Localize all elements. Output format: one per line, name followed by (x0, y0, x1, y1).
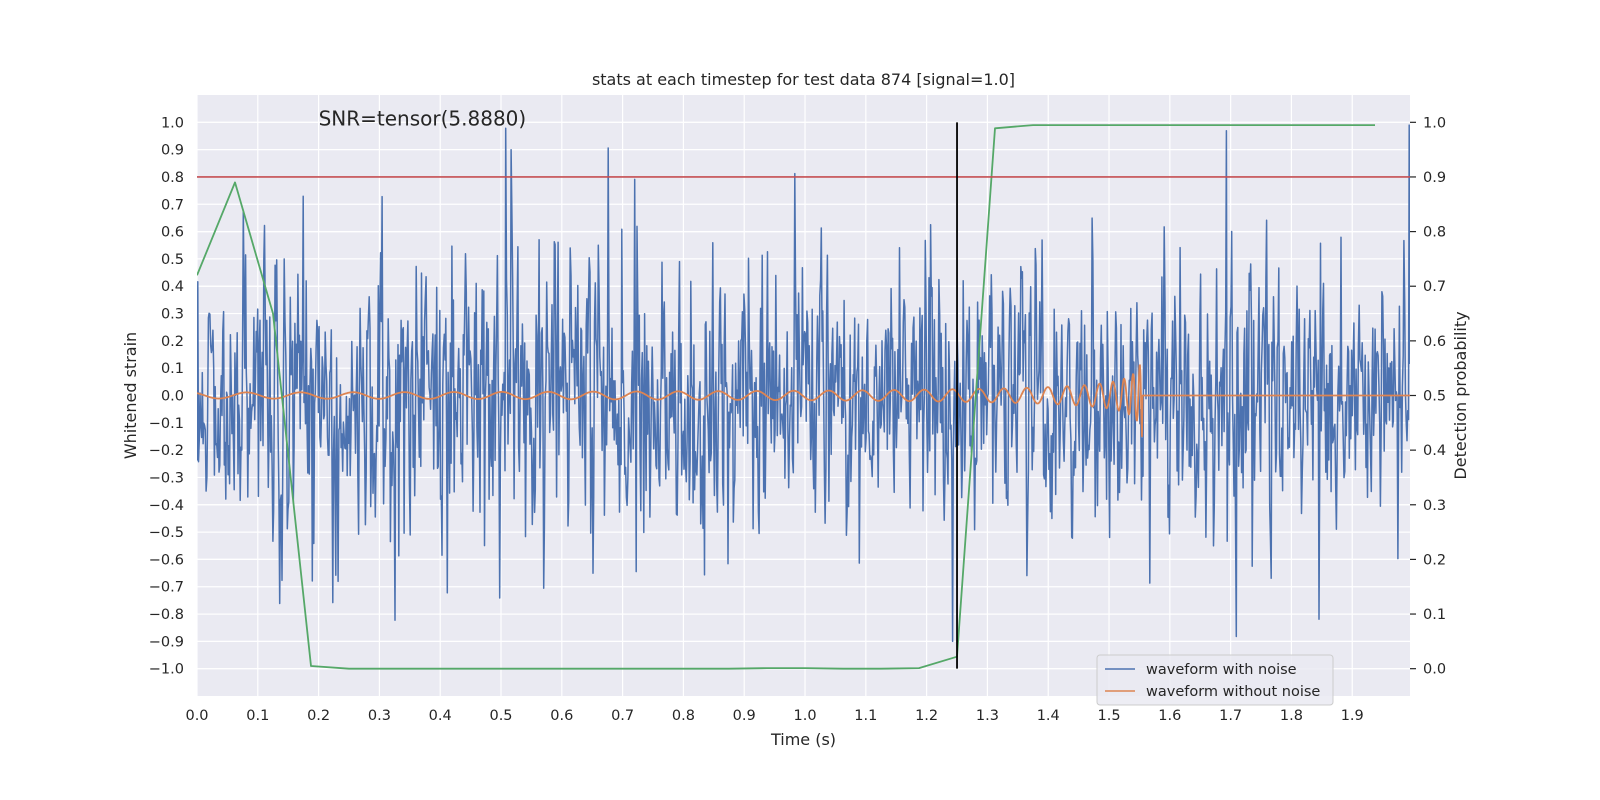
chart-title: stats at each timestep for test data 874… (592, 70, 1015, 89)
x-tick-label: 1.0 (793, 708, 816, 724)
y-tick-label: 0.8 (161, 170, 184, 186)
y-tick-label: 0.2 (161, 334, 184, 350)
y2-tick-label: 0.2 (1423, 552, 1446, 568)
y-tick-label: −0.1 (149, 416, 184, 432)
y-tick-label: 0.4 (161, 279, 184, 295)
y-tick-label: 0.6 (161, 225, 184, 241)
y-tick-label: 0.9 (161, 143, 184, 159)
y2-tick-label: 0.9 (1423, 170, 1446, 186)
y2-axis-label: Detection probability (1451, 311, 1470, 479)
y-axis-ticks: 1.0 0.9 0.8 0.7 0.6 0.5 0.4 0.3 0.2 0.1 0.0 −0.1 −0.… (149, 115, 184, 677)
x-tick-label: 0.3 (368, 708, 391, 724)
y-tick-label: 0.0 (161, 389, 184, 405)
x-tick-label: 1.4 (1037, 708, 1060, 724)
y-tick-label: 1.0 (161, 115, 184, 131)
y2-tick-label: 0.4 (1423, 443, 1446, 459)
y-tick-label: −0.5 (149, 525, 184, 541)
x-tick-label: 0.0 (185, 708, 208, 724)
x-tick-label: 0.7 (611, 708, 634, 724)
x-axis-label: Time (s) (770, 730, 836, 749)
x-tick-label: 0.2 (307, 708, 330, 724)
y-tick-label: −0.3 (149, 470, 184, 486)
y-tick-label: 0.3 (161, 307, 184, 323)
x-tick-label: 0.1 (246, 708, 269, 724)
snr-annotation: SNR=tensor(5.8880) (319, 106, 527, 130)
y2-tick-label: 0.6 (1423, 334, 1446, 350)
x-tick-label: 0.5 (489, 708, 512, 724)
y-tick-label: 0.7 (161, 197, 184, 213)
y2-tick-label: 0.7 (1423, 279, 1446, 295)
y-tick-label: −0.4 (149, 498, 184, 514)
grid (196, 95, 1410, 696)
y2-tick-label: 0.5 (1423, 389, 1446, 405)
y-tick-label: −0.7 (149, 580, 184, 596)
y-tick-label: 0.1 (161, 361, 184, 377)
series-line-chirp (197, 364, 1410, 438)
y-tick-label: −0.6 (149, 552, 184, 568)
x-tick-label: 0.4 (429, 708, 452, 724)
legend: waveform with noise waveform without noi… (1096, 654, 1334, 706)
legend-entry-clean: waveform without noise (1146, 684, 1320, 700)
x-tick-label: 1.3 (976, 708, 999, 724)
y2-axis-ticks: 1.0 0.9 0.8 0.7 0.6 0.5 0.4 0.3 0.2 0.1 0.0 (1410, 115, 1446, 678)
x-axis-ticks: 0.0 0.1 0.2 0.3 0.4 0.5 0.6 0.7 0.8 0.9 1.0 1.1 1.2 1… (185, 708, 1363, 724)
x-tick-label: 1.7 (1219, 708, 1242, 724)
y-tick-label: 0.5 (161, 252, 184, 268)
x-tick-label: 0.8 (672, 708, 695, 724)
y2-tick-label: 0.8 (1423, 225, 1446, 241)
x-tick-label: 0.9 (733, 708, 756, 724)
x-tick-label: 1.2 (915, 708, 938, 724)
y2-tick-label: 0.3 (1423, 498, 1446, 514)
series-line-probability (197, 124, 1375, 670)
y-tick-label: −0.8 (149, 607, 184, 623)
y2-tick-label: 0.0 (1423, 662, 1446, 678)
legend-box (1096, 654, 1334, 706)
series-line-noise (197, 124, 1410, 643)
y-tick-label: −0.9 (149, 634, 184, 650)
legend-entry-noise: waveform with noise (1146, 662, 1297, 678)
series-layer (197, 122, 1410, 670)
x-tick-label: 1.6 (1158, 708, 1181, 724)
x-tick-label: 1.1 (854, 708, 877, 724)
x-tick-label: 1.8 (1280, 708, 1303, 724)
x-tick-label: 1.9 (1341, 708, 1364, 724)
y-tick-label: −0.2 (149, 443, 184, 459)
y-tick-label: −1.0 (149, 662, 184, 678)
x-tick-label: 0.6 (550, 708, 573, 724)
x-tick-label: 1.5 (1097, 708, 1120, 724)
y2-tick-label: 1.0 (1423, 115, 1446, 131)
y-axis-label: Whitened strain (121, 332, 140, 459)
y2-tick-label: 0.1 (1423, 607, 1446, 623)
